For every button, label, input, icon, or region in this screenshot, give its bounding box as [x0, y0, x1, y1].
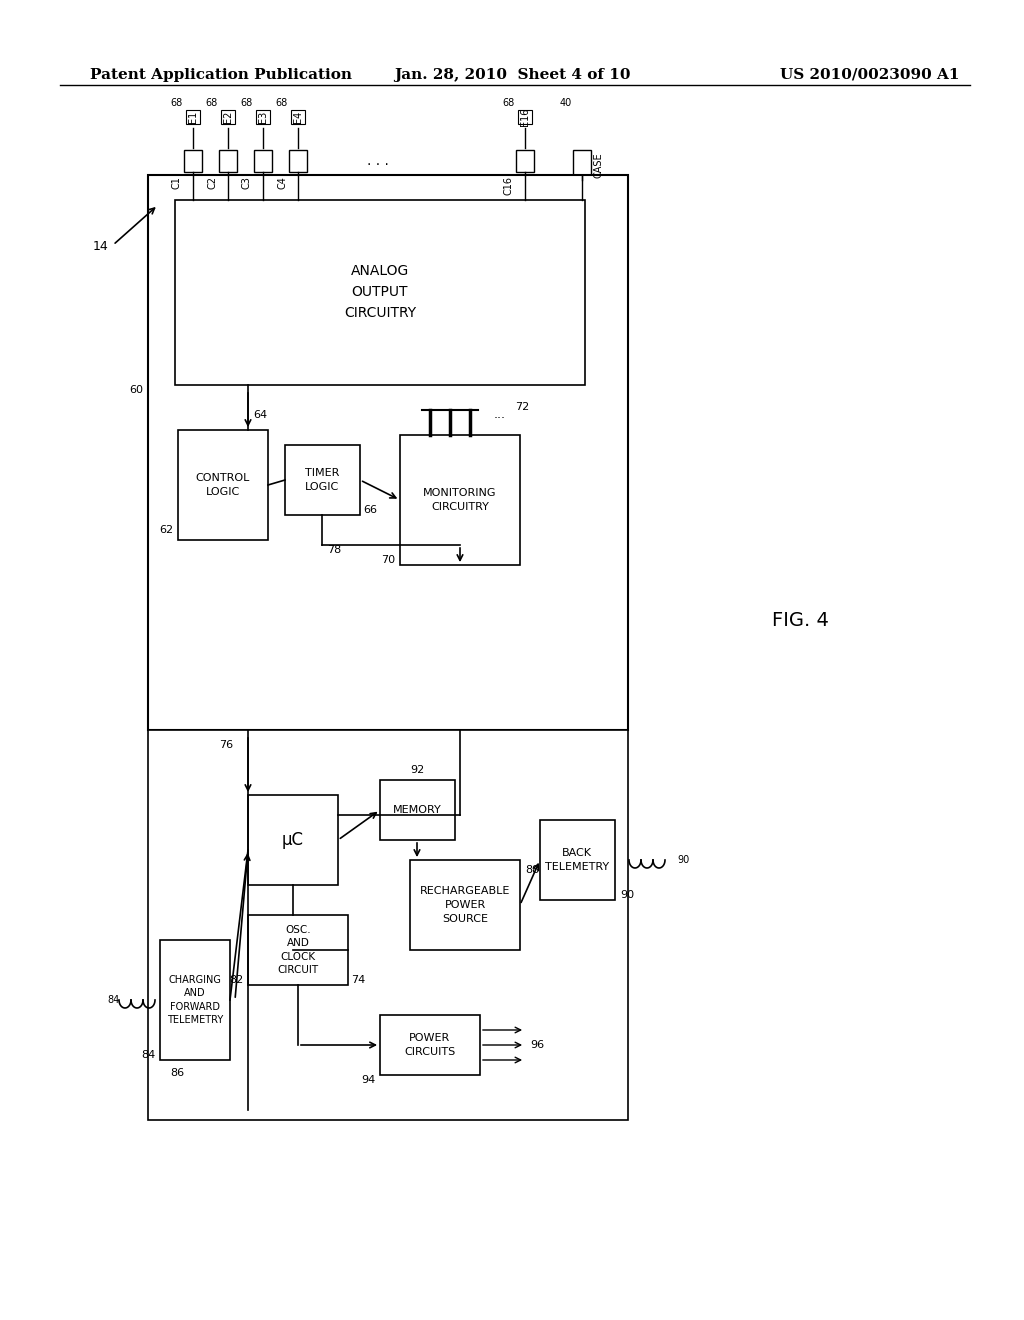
Text: 68: 68: [171, 98, 183, 108]
Text: 40: 40: [560, 98, 572, 108]
Bar: [148, 730, 628, 1119]
Text: 96: 96: [530, 1040, 544, 1049]
Text: 70: 70: [381, 554, 395, 565]
Text: CONTROL
LOGIC: CONTROL LOGIC: [196, 473, 250, 498]
Text: US 2010/0023090 A1: US 2010/0023090 A1: [780, 69, 961, 82]
Text: E1: E1: [188, 111, 198, 123]
Bar: [184, 150, 202, 172]
Bar: [285, 445, 360, 515]
Text: 92: 92: [410, 766, 424, 775]
Text: 86: 86: [170, 1068, 184, 1078]
Text: CHARGING
AND
FORWARD
TELEMETRY: CHARGING AND FORWARD TELEMETRY: [167, 975, 223, 1024]
Text: ANALOG
OUTPUT
CIRCUITRY: ANALOG OUTPUT CIRCUITRY: [344, 264, 416, 319]
Text: C16: C16: [504, 176, 514, 195]
Text: FIG. 4: FIG. 4: [771, 610, 828, 630]
Bar: [219, 150, 237, 172]
Text: BACK
TELEMETRY: BACK TELEMETRY: [545, 847, 609, 873]
Text: 94: 94: [360, 1074, 375, 1085]
Bar: [380, 1015, 480, 1074]
Bar: [573, 150, 591, 180]
Text: RECHARGEABLE
POWER
SOURCE: RECHARGEABLE POWER SOURCE: [420, 886, 510, 924]
Text: C3: C3: [242, 176, 252, 189]
Bar: [289, 150, 307, 172]
Text: TIMER
LOGIC: TIMER LOGIC: [305, 469, 339, 492]
Text: E4: E4: [293, 111, 303, 123]
Bar: [160, 940, 230, 1060]
Bar: [256, 110, 270, 124]
Bar: [254, 150, 272, 172]
Text: E16: E16: [520, 108, 530, 127]
Bar: [175, 201, 585, 385]
Text: μC: μC: [282, 832, 304, 849]
Text: 82: 82: [228, 975, 243, 985]
Text: 68: 68: [241, 98, 253, 108]
Bar: [186, 110, 200, 124]
Bar: [221, 110, 234, 124]
Text: 88: 88: [525, 865, 540, 875]
Text: POWER
CIRCUITS: POWER CIRCUITS: [404, 1034, 456, 1057]
Text: . . .: . . .: [367, 154, 389, 168]
Text: C2: C2: [207, 176, 217, 189]
Text: 68: 68: [206, 98, 218, 108]
Text: Patent Application Publication: Patent Application Publication: [90, 69, 352, 82]
Bar: [380, 780, 455, 840]
Text: 90: 90: [677, 855, 689, 865]
Text: Jan. 28, 2010  Sheet 4 of 10: Jan. 28, 2010 Sheet 4 of 10: [394, 69, 630, 82]
Bar: [248, 795, 338, 884]
Bar: [516, 150, 534, 172]
Bar: [248, 915, 348, 985]
Bar: [148, 176, 628, 730]
Text: 62: 62: [159, 525, 173, 535]
Text: 78: 78: [327, 545, 341, 554]
Text: OSC.
AND
CLOCK
CIRCUIT: OSC. AND CLOCK CIRCUIT: [278, 925, 318, 974]
Text: 68: 68: [503, 98, 515, 108]
Text: 68: 68: [275, 98, 288, 108]
Text: MEMORY: MEMORY: [392, 805, 441, 814]
Text: E3: E3: [258, 111, 268, 123]
Bar: [291, 110, 305, 124]
Text: MONITORING
CIRCUITRY: MONITORING CIRCUITRY: [423, 488, 497, 512]
Text: 60: 60: [129, 385, 143, 395]
Bar: [178, 430, 268, 540]
Text: 64: 64: [253, 411, 267, 420]
Text: 84: 84: [140, 1049, 155, 1060]
Text: 84: 84: [108, 995, 120, 1005]
Text: CASE: CASE: [594, 152, 604, 178]
Bar: [400, 436, 520, 565]
Text: 76: 76: [219, 741, 233, 750]
Bar: [540, 820, 615, 900]
Text: 14: 14: [92, 240, 108, 253]
Text: 72: 72: [515, 403, 529, 412]
Text: E2: E2: [223, 111, 233, 123]
Text: ...: ...: [494, 408, 506, 421]
Text: 74: 74: [351, 975, 366, 985]
Text: 90: 90: [620, 890, 634, 900]
Text: C1: C1: [172, 176, 182, 189]
Bar: [518, 110, 532, 124]
Bar: [410, 861, 520, 950]
Text: 66: 66: [362, 506, 377, 515]
Text: C4: C4: [278, 176, 287, 189]
